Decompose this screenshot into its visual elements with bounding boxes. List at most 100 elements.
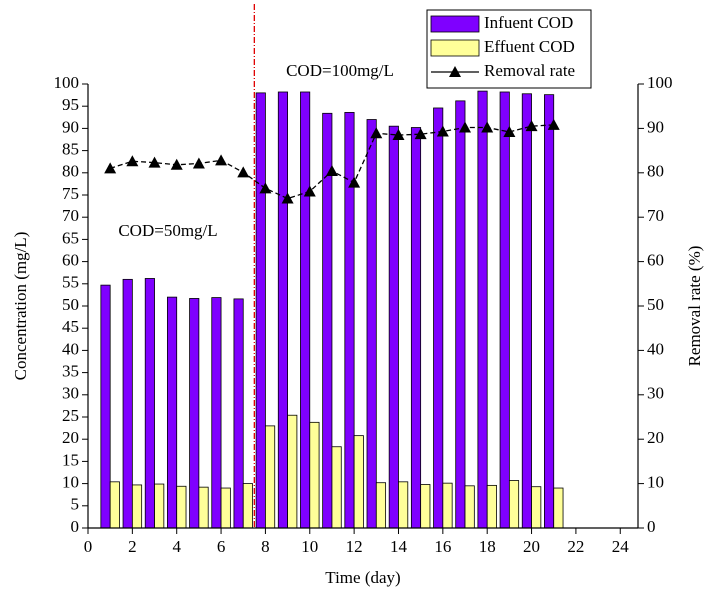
y-tick-label: 15 xyxy=(62,450,79,469)
marker xyxy=(392,129,405,141)
x-tick-label: 0 xyxy=(84,537,93,556)
x-tick-label: 6 xyxy=(217,537,226,556)
marker xyxy=(525,120,538,132)
bar xyxy=(109,481,120,529)
y-tick-label: 45 xyxy=(62,317,79,336)
y2-tick-label: 80 xyxy=(647,162,664,181)
marker xyxy=(547,118,560,130)
bar xyxy=(433,107,444,529)
bar xyxy=(122,278,133,529)
bar xyxy=(531,486,542,529)
y2-tick-label: 70 xyxy=(647,206,664,225)
bar xyxy=(220,487,231,529)
bar xyxy=(331,446,342,529)
legend-swatch xyxy=(430,15,480,33)
y2-axis-title: Removal rate (%) xyxy=(685,246,704,367)
marker xyxy=(281,192,294,204)
x-tick-label: 24 xyxy=(612,537,630,556)
bar xyxy=(144,278,155,529)
y2-tick-label: 20 xyxy=(647,428,664,447)
bar xyxy=(499,91,510,529)
bar xyxy=(344,112,355,529)
marker xyxy=(370,127,383,139)
y2-tick-label: 10 xyxy=(647,473,664,492)
y-tick-label: 50 xyxy=(62,295,79,314)
y-tick-label: 85 xyxy=(62,140,79,159)
marker xyxy=(104,162,117,174)
bar xyxy=(442,482,453,529)
y-tick-label: 75 xyxy=(62,184,79,203)
y-tick-label: 90 xyxy=(62,117,79,136)
bar xyxy=(131,484,143,529)
bar xyxy=(233,298,244,529)
bar xyxy=(521,93,532,529)
bar xyxy=(455,100,466,529)
x-tick-label: 10 xyxy=(301,537,318,556)
y2-tick-label: 100 xyxy=(647,73,673,92)
bar xyxy=(420,484,431,529)
marker xyxy=(148,156,161,168)
y-tick-label: 100 xyxy=(54,73,80,92)
marker xyxy=(414,128,427,140)
x-tick-label: 14 xyxy=(390,537,408,556)
y2-tick-label: 40 xyxy=(647,339,664,358)
marker xyxy=(126,155,139,167)
marker xyxy=(259,182,272,194)
y-tick-label: 0 xyxy=(71,517,80,536)
annotation: COD=100mg/L xyxy=(286,61,394,80)
y2-tick-label: 50 xyxy=(647,295,664,314)
y-tick-label: 25 xyxy=(62,406,79,425)
legend-label: Removal rate xyxy=(484,61,575,80)
marker xyxy=(192,157,205,169)
y-tick-label: 55 xyxy=(62,273,79,292)
bar xyxy=(277,91,288,529)
y-tick-label: 5 xyxy=(71,495,80,514)
y-tick-label: 40 xyxy=(62,339,79,358)
marker xyxy=(481,121,494,133)
y-tick-label: 70 xyxy=(62,206,79,225)
marker xyxy=(348,176,361,188)
bar xyxy=(508,480,520,529)
bar xyxy=(189,298,200,529)
x-tick-label: 20 xyxy=(523,537,540,556)
legend-label: Infuent COD xyxy=(484,13,573,32)
marker xyxy=(325,165,338,177)
bar xyxy=(100,284,111,529)
y-tick-label: 95 xyxy=(62,95,79,114)
bar xyxy=(366,119,377,529)
marker xyxy=(436,125,449,137)
bar xyxy=(287,414,298,529)
x-tick-label: 8 xyxy=(261,537,270,556)
bar xyxy=(410,127,422,529)
bar xyxy=(544,94,555,529)
y2-tick-label: 0 xyxy=(647,517,656,536)
legend-marker xyxy=(449,66,461,77)
marker xyxy=(170,158,183,170)
y-tick-label: 35 xyxy=(62,362,79,381)
y-tick-label: 60 xyxy=(62,251,79,270)
bar xyxy=(166,296,178,529)
x-axis-title: Time (day) xyxy=(325,568,400,587)
y-tick-label: 20 xyxy=(62,428,79,447)
x-tick-label: 2 xyxy=(128,537,137,556)
marker xyxy=(459,121,472,133)
legend-swatch xyxy=(430,39,480,57)
x-tick-label: 4 xyxy=(172,537,181,556)
bar xyxy=(486,484,497,529)
y-tick-label: 10 xyxy=(62,473,79,492)
marker xyxy=(303,185,316,197)
y2-tick-label: 90 xyxy=(647,117,664,136)
legend-label: Effuent COD xyxy=(484,37,575,56)
marker xyxy=(503,125,516,137)
bar xyxy=(309,421,320,529)
bar xyxy=(176,485,187,529)
bar xyxy=(477,90,488,529)
y2-tick-label: 60 xyxy=(647,251,664,270)
bar xyxy=(375,482,387,529)
marker xyxy=(237,166,250,178)
y-tick-label: 30 xyxy=(62,384,79,403)
bar xyxy=(211,297,222,529)
x-tick-label: 18 xyxy=(479,537,496,556)
y-axis-title: Concentration (mg/L) xyxy=(11,232,30,381)
